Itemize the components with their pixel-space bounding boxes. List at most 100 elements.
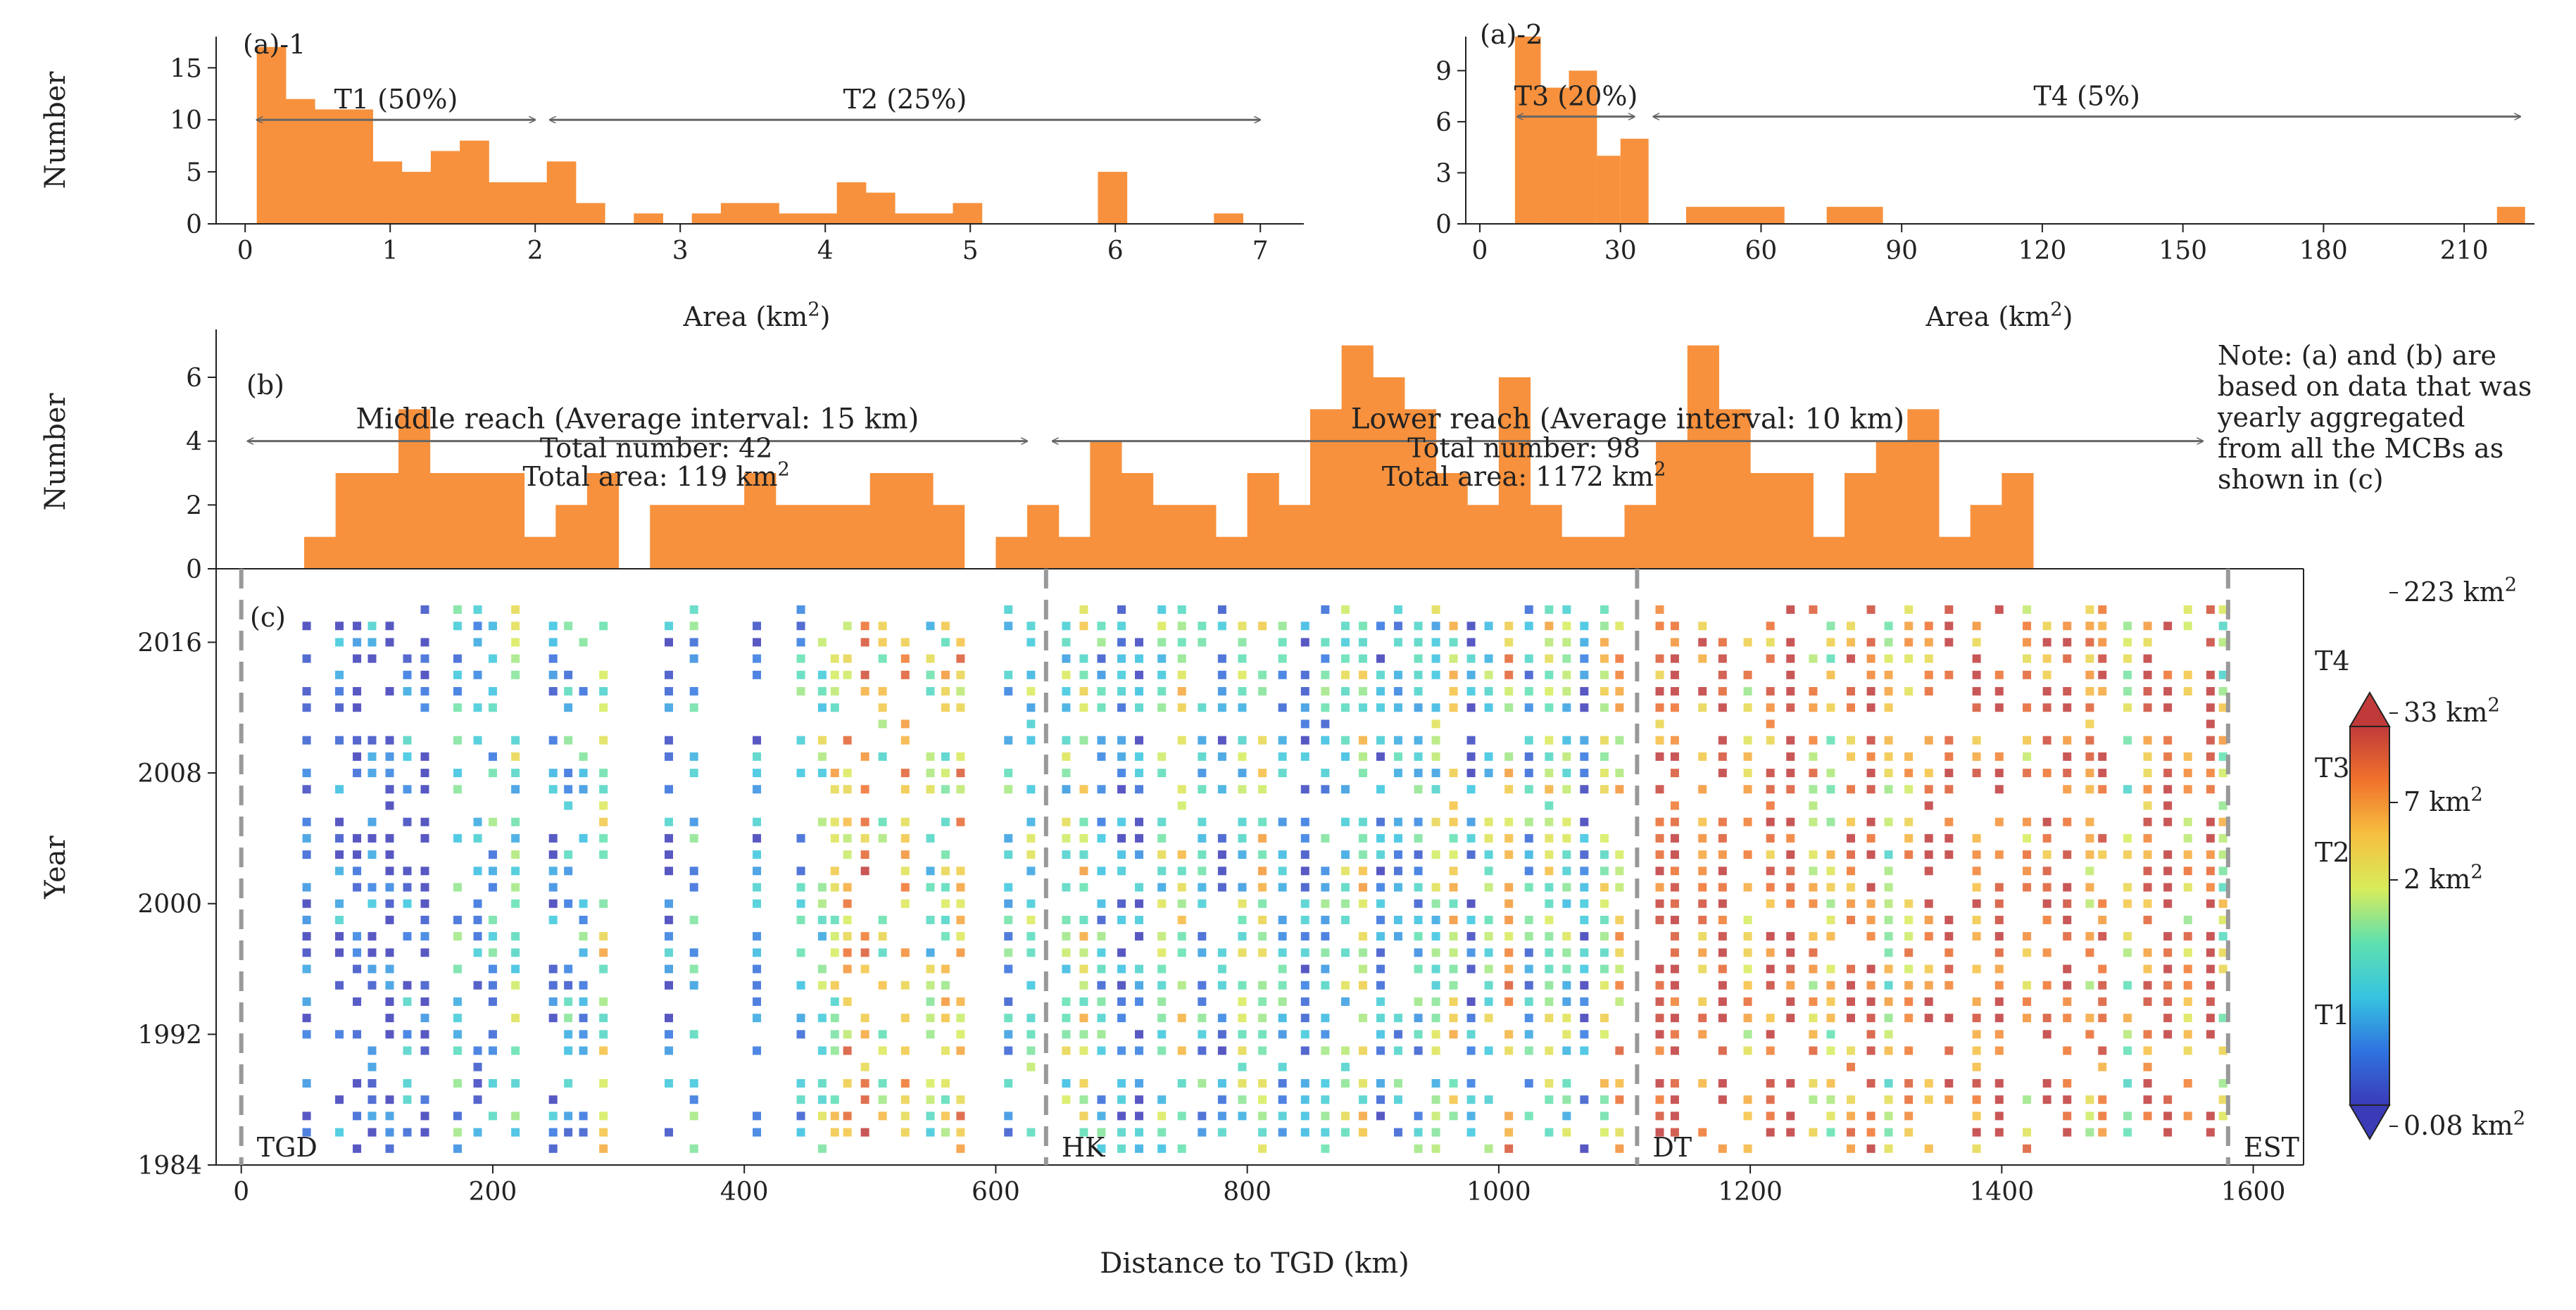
panel-c-mcb-point (548, 1128, 558, 1137)
panel-c-mcb-point (830, 1030, 839, 1039)
colorbar-tick-label: 2 km2 (2404, 862, 2483, 895)
panel-a1-bar (401, 172, 432, 224)
panel-c-mcb-point (1393, 687, 1402, 696)
panel-c-mcb-point (1866, 1128, 1876, 1137)
panel-c-mcb-point (1258, 817, 1267, 826)
panel-c-mcb-point (1615, 769, 1624, 778)
panel-c-mcb-point (2143, 915, 2152, 924)
panel-c-mcb-point (1655, 1014, 1664, 1023)
panel-c-mcb-point (1944, 850, 1954, 859)
panel-c-mcb-point (1826, 1095, 1835, 1104)
panel-c-mcb-point (753, 997, 762, 1006)
panel-c-mcb-point (1562, 1014, 1571, 1023)
panel-c-mcb-point (817, 883, 827, 892)
panel-c-mcb-point (2163, 1030, 2173, 1039)
panel-c-mcb-point (1562, 964, 1571, 974)
panel-c-mcb-point (1545, 687, 1554, 696)
panel-c-mcb-point (941, 638, 950, 647)
panel-c-mcb-point (420, 605, 429, 615)
panel-c-mcb-point (1157, 687, 1167, 696)
panel-c-mcb-point (1670, 899, 1679, 908)
panel-c-mcb-point (1655, 883, 1664, 892)
panel-a1-bar (895, 213, 924, 224)
panel-c-mcb-point (878, 915, 887, 924)
panel-c-mcb-point (900, 1095, 910, 1104)
panel-c-mcb-point (599, 670, 608, 679)
panel-c-mcb-point (860, 785, 869, 794)
panel-c-mcb-point (1321, 883, 1330, 892)
panel-c-mcb-point (1504, 1144, 1514, 1153)
panel-c-mcb-point (1866, 899, 1876, 908)
panel-c-mcb-point (1944, 948, 1954, 957)
panel-b-bar (1719, 409, 1751, 569)
panel-c-mcb-point (1157, 703, 1167, 712)
panel-c-mcb-point (1504, 932, 1514, 941)
panel-c-mcb-point (1340, 670, 1350, 679)
panel-c-mcb-point (1157, 867, 1167, 876)
panel-c-mcb-point (1826, 997, 1835, 1006)
panel-c-mcb-point (564, 850, 573, 859)
panel-c-mcb-point (1278, 703, 1287, 712)
panel-c-mcb-point (1079, 932, 1088, 941)
panel-c-mcb-point (1846, 654, 1855, 663)
panel-c-mcb-point (1655, 867, 1664, 876)
panel-c-mcb-point (1524, 654, 1533, 663)
panel-c-mcb-point (1545, 752, 1554, 761)
panel-c-y-label: Year (39, 835, 72, 899)
panel-c-mcb-point (1484, 915, 1493, 924)
panel-c-mcb-point (1217, 964, 1226, 974)
panel-c-mcb-point (1972, 1128, 1981, 1137)
panel-c-mcb-point (1217, 1046, 1226, 1055)
panel-c-mcb-point (1278, 932, 1287, 941)
note-line: Note: (a) and (b) are (2218, 340, 2496, 371)
panel-c-mcb-point (1157, 833, 1167, 843)
panel-c-mcb-point (1449, 964, 1458, 974)
panel-c-mcb-point (1866, 769, 1876, 778)
panel-c-mcb-point (2042, 638, 2052, 647)
panel-c-mcb-point (1431, 670, 1440, 679)
panel-c-mcb-point (1026, 622, 1036, 631)
panel-c-mcb-point (2183, 1046, 2192, 1055)
panel-c-mcb-point (2085, 638, 2094, 647)
panel-c-mcb-point (830, 915, 839, 924)
panel-c-station-label: TGD (257, 1132, 318, 1163)
panel-c-mcb-point (753, 1111, 762, 1121)
panel-c-mcb-point (1062, 769, 1071, 778)
panel-c-mcb-point (473, 1062, 482, 1071)
panel-c-mcb-point (453, 1144, 462, 1153)
panel-c-mcb-point (2206, 638, 2215, 647)
note-line: shown in (c) (2218, 464, 2384, 495)
panel-c-mcb-point (420, 833, 429, 843)
panel-c-mcb-point (1600, 948, 1609, 957)
panel-c-mcb-point (1026, 719, 1036, 729)
panel-c-mcb-point (1846, 752, 1855, 761)
panel-c-mcb-point (956, 1030, 965, 1039)
panel-c-mcb-point (1340, 638, 1350, 647)
panel-c-mcb-point (1600, 638, 1609, 647)
panel-b-total-number: Total number: 42 (540, 432, 773, 463)
panel-c-mcb-point (1321, 1095, 1330, 1104)
panel-c-mcb-point (511, 867, 520, 876)
panel-a1-panel-label: (a)-1 (243, 29, 306, 60)
panel-c-mcb-point (956, 1014, 965, 1023)
panel-c-mcb-point (878, 932, 887, 941)
panel-c-mcb-point (2183, 1111, 2192, 1121)
panel-c-mcb-point (473, 703, 482, 712)
panel-c-mcb-point (403, 883, 412, 892)
panel-c-mcb-point (689, 752, 698, 761)
panel-c-mcb-point (1524, 948, 1533, 957)
panel-c-mcb-point (1944, 932, 1954, 941)
panel-c-mcb-point (1924, 850, 1933, 859)
panel-c-mcb-point (753, 850, 762, 859)
panel-c-mcb-point (1135, 736, 1144, 745)
panel-c-mcb-point (453, 932, 462, 941)
panel-c-mcb-point (1157, 997, 1167, 1006)
panel-c-mcb-point (2023, 703, 2032, 712)
panel-c-mcb-point (1449, 817, 1458, 826)
panel-c-mcb-point (926, 867, 935, 876)
panel-c-mcb-point (2143, 1046, 2152, 1055)
panel-c-mcb-point (1414, 1111, 1423, 1121)
panel-c-mcb-point (1393, 833, 1402, 843)
panel-c-mcb-point (1562, 638, 1571, 647)
panel-c-mcb-point (900, 948, 910, 957)
